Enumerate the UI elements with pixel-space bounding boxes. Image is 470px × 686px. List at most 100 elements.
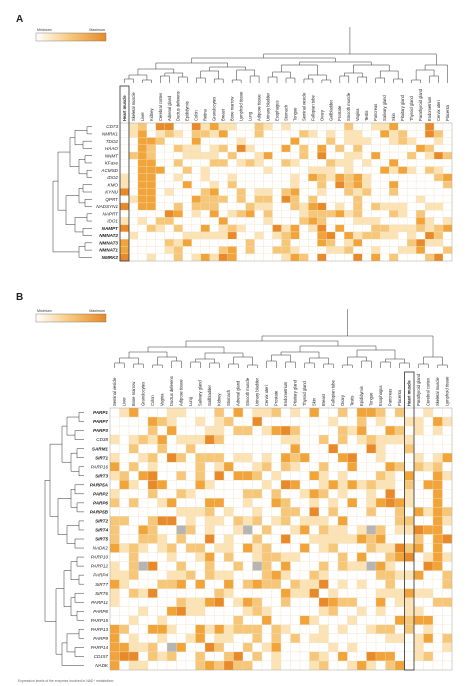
heatmap-cell <box>353 217 363 225</box>
row-label-parp10: PARP10 <box>91 555 109 560</box>
heatmap-cell <box>176 552 187 562</box>
heatmap-cell <box>308 137 318 145</box>
heatmap-cell <box>218 166 228 174</box>
dendrogram-branch <box>66 416 79 436</box>
heatmap-cell <box>252 651 263 662</box>
heatmap-cell <box>356 434 367 445</box>
heatmap-cell <box>223 633 234 644</box>
heatmap-cell <box>185 651 196 662</box>
heatmap-cell <box>227 173 237 182</box>
heatmap-cell <box>356 507 367 517</box>
heatmap-cell <box>317 217 327 225</box>
heatmap-cell <box>138 642 149 653</box>
heatmap-cell <box>353 224 363 233</box>
heatmap-cell <box>375 624 386 635</box>
heatmap-cell <box>394 579 405 589</box>
heatmap-cell <box>173 217 183 225</box>
heatmap-cell <box>317 166 327 174</box>
heatmap-cell <box>366 588 377 598</box>
heatmap-cell <box>157 588 168 598</box>
heatmap-cell <box>147 570 158 580</box>
heatmap-cell <box>242 615 253 625</box>
heatmap-cell <box>119 217 130 225</box>
heatmap-cell <box>271 588 282 598</box>
heatmap-cell <box>280 597 291 607</box>
heatmap-cell <box>176 660 187 671</box>
heatmap-cell <box>128 217 139 225</box>
heatmap-cell <box>185 579 196 589</box>
heatmap-cell <box>385 480 396 490</box>
heatmap-cell <box>442 615 453 625</box>
heatmap-cell <box>326 239 336 247</box>
heatmap-cell <box>394 480 405 490</box>
heatmap-cell <box>109 570 120 580</box>
heatmap-cell <box>233 660 244 671</box>
dendrogram-branch <box>285 77 296 83</box>
heatmap-cell <box>128 660 139 671</box>
row-label-sirt7: SIRT7 <box>95 582 108 587</box>
heatmap-cell <box>398 130 408 138</box>
heatmap-cell <box>281 166 291 174</box>
heatmap-cell <box>317 122 327 131</box>
heatmap-cell <box>366 615 377 625</box>
panel-b-heatmap <box>109 371 453 671</box>
heatmap-cell <box>245 210 255 218</box>
heatmap-cell <box>404 480 415 490</box>
heatmap-cell <box>214 579 225 589</box>
heatmap-cell <box>261 425 272 436</box>
heatmap-cell <box>362 246 372 254</box>
heatmap-cell <box>147 462 158 472</box>
dendrogram-branch <box>299 345 377 352</box>
heatmap-cell <box>128 151 139 160</box>
heatmap-cell <box>362 188 372 196</box>
heatmap-cell <box>299 217 309 225</box>
heatmap-cell <box>119 525 130 535</box>
heatmap-cell <box>389 231 399 240</box>
heatmap-cell <box>191 130 201 138</box>
heatmap-cell <box>326 210 336 218</box>
heatmap-cell <box>176 624 187 635</box>
dendrogram-branch <box>231 79 242 83</box>
heatmap-cell <box>281 144 291 153</box>
heatmap-cell <box>290 642 301 653</box>
heatmap-cell <box>272 159 282 167</box>
heatmap-cell <box>423 516 434 526</box>
heatmap-cell <box>254 195 264 204</box>
heatmap-cell <box>432 489 443 499</box>
heatmap-cell <box>164 144 174 153</box>
heatmap-cell <box>176 434 187 445</box>
heatmap-cell <box>394 453 405 463</box>
column-label-thyroid-gland: Thyroid gland <box>409 95 414 121</box>
heatmap-cell <box>128 253 139 262</box>
heatmap-cell <box>147 434 158 445</box>
heatmap-cell <box>404 642 415 653</box>
heatmap-cell <box>347 434 358 445</box>
heatmap-cell <box>245 253 255 262</box>
heatmap-cell <box>309 516 320 526</box>
heatmap-cell <box>214 534 225 544</box>
heatmap-cell <box>227 195 237 204</box>
heatmap-cell <box>318 443 329 454</box>
heatmap-cell <box>191 210 201 218</box>
heatmap-cell <box>200 246 210 254</box>
heatmap-cell <box>328 561 339 571</box>
heatmap-cell <box>242 588 253 598</box>
heatmap-cell <box>309 570 320 580</box>
heatmap-cell <box>236 239 246 247</box>
heatmap-cell <box>385 597 396 607</box>
heatmap-cell <box>424 144 435 153</box>
heatmap-cell <box>413 588 424 598</box>
dendrogram-branch <box>137 68 175 75</box>
heatmap-cell <box>442 425 453 436</box>
heatmap-cell <box>272 202 282 211</box>
heatmap-cell <box>209 195 219 204</box>
heatmap-cell <box>318 660 329 671</box>
heatmap-cell <box>389 239 399 247</box>
heatmap-cell <box>389 253 399 262</box>
heatmap-cell <box>191 137 201 145</box>
column-label-cervix-uteri: Cervix uteri <box>264 385 269 406</box>
heatmap-cell <box>182 239 192 247</box>
heatmap-cell <box>242 642 253 653</box>
heatmap-cell <box>137 217 148 225</box>
heatmap-cell <box>128 434 139 445</box>
